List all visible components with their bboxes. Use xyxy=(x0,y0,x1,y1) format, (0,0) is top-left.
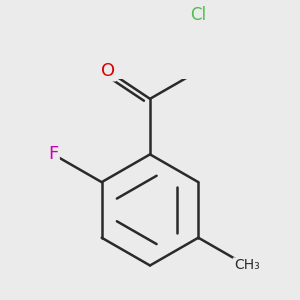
Text: F: F xyxy=(48,146,59,164)
Text: Cl: Cl xyxy=(190,7,206,25)
Text: O: O xyxy=(101,62,116,80)
Text: CH₃: CH₃ xyxy=(234,259,260,272)
